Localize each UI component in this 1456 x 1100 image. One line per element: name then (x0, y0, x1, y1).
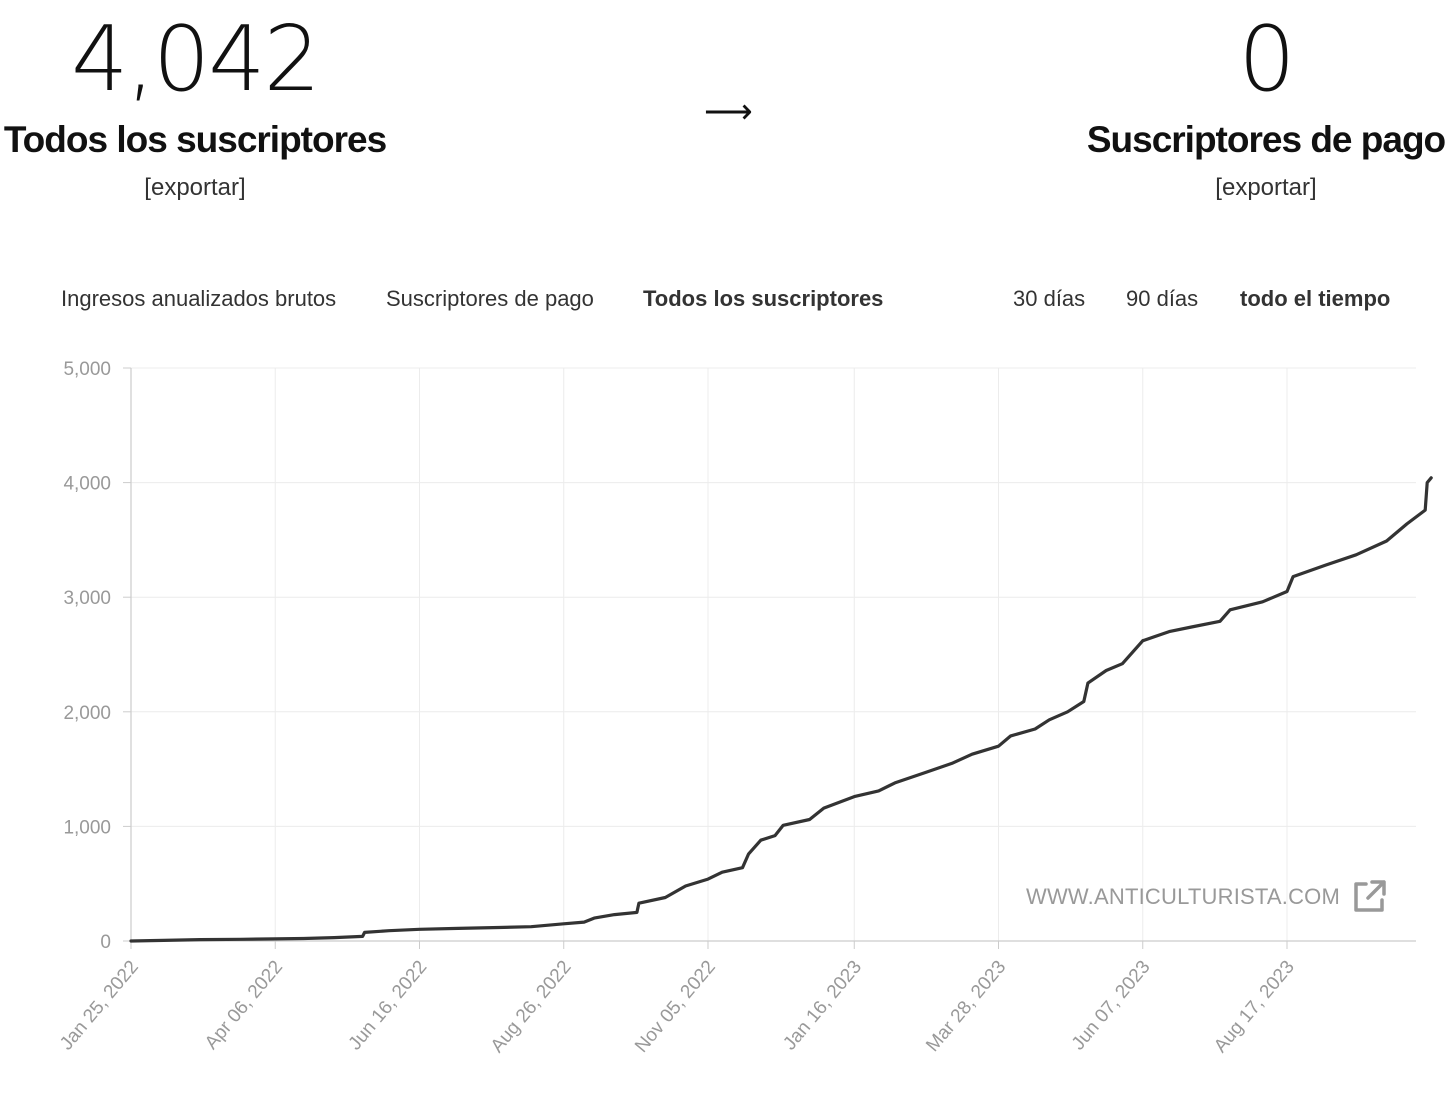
y-tick-label: 2,000 (63, 703, 111, 724)
tab-paid-subscribers[interactable]: Suscriptores de pago (386, 286, 594, 311)
all-subscribers-count: 4,042 (71, 7, 321, 112)
all-subscribers-label: Todos los suscriptores (3, 119, 387, 160)
export-paid-subscribers-link[interactable]: [exportar] (1215, 174, 1317, 201)
range-30-days[interactable]: 30 días (1013, 286, 1086, 311)
y-tick-label: 4,000 (63, 474, 111, 495)
range-all-time[interactable]: todo el tiempo (1240, 286, 1391, 311)
paid-subscribers-stat: 0 Suscriptores de pago [exportar] (1076, 10, 1456, 202)
x-tick-label: Apr 06, 2022 (201, 957, 287, 1054)
tab-all-subscribers[interactable]: Todos los suscriptores (643, 286, 884, 311)
x-tick-label: Jun 16, 2022 (345, 957, 432, 1055)
x-tick-label: Jan 25, 2022 (56, 957, 143, 1055)
x-tick-label: Nov 05, 2022 (631, 957, 720, 1057)
chart-controls: Ingresos anualizados brutos Suscriptores… (0, 286, 1456, 318)
range-90-days[interactable]: 90 días (1126, 286, 1199, 311)
x-tick-label: Mar 28, 2023 (922, 957, 1010, 1056)
paid-subscribers-count: 0 (1238, 7, 1295, 112)
y-tick-label: 1,000 (63, 817, 111, 838)
y-tick-label: 3,000 (63, 588, 111, 609)
export-all-subscribers-link[interactable]: [exportar] (144, 174, 246, 201)
y-tick-label: 5,000 (63, 359, 111, 380)
tab-gross-annualized-revenue[interactable]: Ingresos anualizados brutos (61, 286, 337, 311)
y-tick-label: 0 (100, 932, 111, 953)
external-link-icon[interactable] (1350, 878, 1388, 916)
watermark-text: WWW.ANTICULTURISTA.COM (1026, 884, 1341, 909)
x-tick-label: Aug 17, 2023 (1210, 957, 1299, 1057)
all-subscribers-series-line (129, 476, 1433, 943)
x-tick-label: Jan 16, 2023 (779, 957, 866, 1055)
paid-subscribers-label: Suscriptores de pago (1086, 119, 1446, 160)
all-subscribers-stat: 4,042 Todos los suscriptores [exportar] (0, 10, 390, 202)
x-tick-label: Aug 26, 2022 (487, 957, 576, 1057)
x-tick-label: Jun 07, 2023 (1068, 957, 1155, 1055)
subscribers-line-chart: 0 1,000 2,000 3,000 4,000 5,000 Jan 25, 2022 Ap… (56, 359, 1433, 1057)
arrow-right-icon: ⟶ (704, 93, 753, 131)
